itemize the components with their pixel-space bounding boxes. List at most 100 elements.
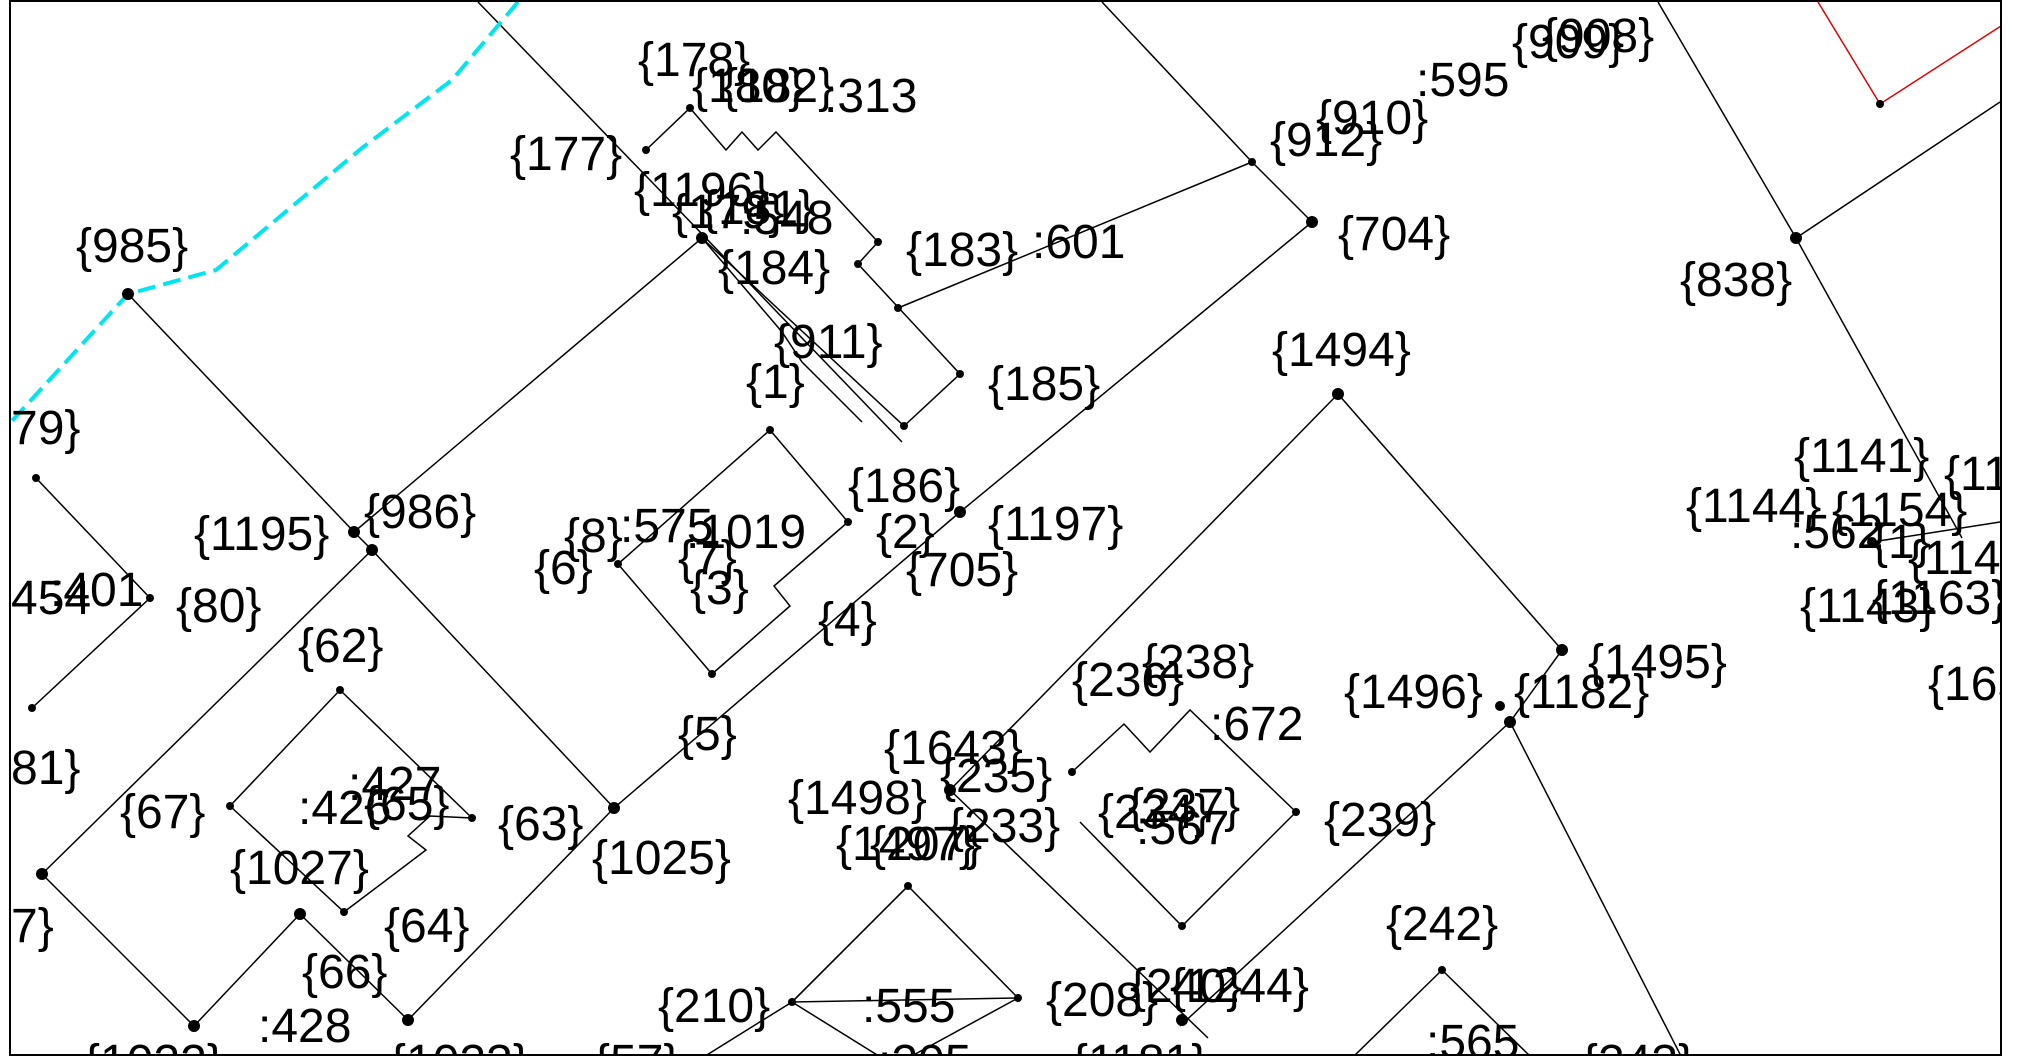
parcel-label: {233} bbox=[948, 800, 1060, 853]
parcel-label: {62} bbox=[298, 620, 383, 673]
survey-points bbox=[28, 100, 1884, 1032]
survey-point bbox=[1495, 701, 1505, 711]
survey-point bbox=[336, 686, 344, 694]
survey-point bbox=[146, 594, 154, 602]
parcel-label: {1163} bbox=[1872, 572, 2002, 625]
parcel-line bbox=[897, 161, 1253, 309]
survey-point bbox=[36, 868, 48, 880]
survey-point bbox=[1438, 966, 1446, 974]
parcel-label: 81} bbox=[11, 742, 80, 795]
survey-point bbox=[188, 1020, 200, 1032]
survey-point bbox=[904, 882, 912, 890]
survey-point bbox=[1867, 537, 1877, 547]
parcel-label: :575 bbox=[620, 500, 713, 553]
parcel-label: :595 bbox=[1416, 54, 1509, 107]
parcel-line bbox=[645, 106, 962, 428]
parcel-line bbox=[1509, 721, 1681, 1054]
parcel-line bbox=[1871, 521, 2000, 543]
survey-point bbox=[1176, 1014, 1188, 1026]
parcel-label: {239} bbox=[1324, 794, 1436, 847]
cadastral-map[interactable]: {178} {180} {182} :313 {908} {909} :595 … bbox=[11, 2, 2002, 1056]
parcel-label: :427 bbox=[348, 758, 441, 811]
parcel-label: 79} bbox=[11, 402, 80, 455]
parcel-label: {65} bbox=[364, 778, 449, 831]
parcel-label: {1027} bbox=[230, 842, 369, 895]
parcel-label: {185} bbox=[988, 358, 1100, 411]
parcel-label: {2} bbox=[876, 506, 935, 559]
survey-point bbox=[788, 998, 796, 1006]
survey-point bbox=[402, 1014, 414, 1026]
parcel-label: {64} bbox=[384, 900, 469, 953]
survey-point bbox=[348, 526, 360, 538]
parcel-label: {182} bbox=[722, 60, 834, 113]
survey-point bbox=[1504, 716, 1516, 728]
parcel-label: {57} bbox=[594, 1036, 679, 1056]
parcel-label: {1022} bbox=[84, 1036, 223, 1056]
survey-point bbox=[900, 422, 908, 430]
parcel-label: {207} bbox=[870, 818, 982, 871]
survey-point bbox=[294, 908, 306, 920]
parcel-label: :672 bbox=[1210, 698, 1303, 751]
survey-point bbox=[340, 908, 348, 916]
parcel-line bbox=[41, 549, 373, 875]
parcel-label: {1025} bbox=[592, 832, 731, 885]
parcel-label: {1195} bbox=[194, 508, 329, 561]
parcel-label: {986} bbox=[364, 486, 476, 539]
parcel-label: {186} bbox=[848, 460, 960, 513]
parcel-label: {705} bbox=[906, 544, 1018, 597]
parcel-label: {184} bbox=[718, 242, 830, 295]
survey-point bbox=[1332, 388, 1344, 400]
parcel-label: {11 bbox=[1944, 448, 2002, 501]
parcel-label: :1019 bbox=[686, 506, 806, 559]
survey-point bbox=[366, 544, 378, 556]
parcel-label: {5} bbox=[678, 708, 737, 761]
parcel-label: {243} bbox=[1582, 1036, 1694, 1056]
parcel-label: {1154} bbox=[1832, 484, 1967, 537]
parcel-label: {1643} bbox=[884, 722, 1023, 775]
parcel-label: {208} bbox=[1046, 974, 1158, 1027]
parcel-label: {1197} bbox=[988, 498, 1123, 551]
parcel-line bbox=[1441, 969, 1529, 1054]
survey-point bbox=[874, 238, 882, 246]
survey-point bbox=[226, 802, 234, 810]
parcel-label: {704} bbox=[1338, 208, 1450, 261]
parcel-label: {1182} bbox=[1514, 666, 1649, 719]
parcel-line bbox=[1179, 721, 1511, 1027]
parcel-label: {66} bbox=[302, 946, 387, 999]
survey-point bbox=[122, 288, 134, 300]
parcel-label: {235} bbox=[940, 750, 1052, 803]
survey-point bbox=[1178, 922, 1186, 930]
parcel-label: {4} bbox=[818, 594, 877, 647]
parcel-line bbox=[41, 873, 195, 1027]
parcel-label: :548 bbox=[740, 192, 833, 245]
parcel-label: {1143} bbox=[1800, 580, 1935, 633]
parcel-label: {1144} bbox=[1686, 480, 1821, 533]
parcel-label: {985} bbox=[76, 220, 188, 273]
parcel-label: {237} bbox=[1128, 780, 1240, 833]
parcel-label: {1495} bbox=[1588, 636, 1727, 689]
survey-point bbox=[1790, 232, 1802, 244]
parcel-line bbox=[1355, 969, 1443, 1054]
parcel-label: 7} bbox=[11, 900, 54, 953]
parcel-label: :401 bbox=[50, 564, 143, 617]
map-frame[interactable]: {178} {180} {182} :313 {908} {909} :595 … bbox=[9, 0, 2002, 1056]
survey-point bbox=[1068, 768, 1076, 776]
parcel-label: :562 bbox=[1790, 506, 1883, 559]
parcel-label: {7} bbox=[678, 532, 737, 585]
parcel-label: 454 bbox=[11, 572, 91, 625]
survey-point bbox=[1876, 100, 1884, 108]
parcel-label: {1141} bbox=[1794, 430, 1929, 483]
parcel-label: {240} bbox=[1130, 960, 1242, 1013]
parcel-label: {67} bbox=[120, 786, 205, 839]
red-boundary bbox=[1817, 2, 2000, 106]
parcel-line bbox=[1101, 2, 1313, 223]
survey-point bbox=[608, 802, 620, 814]
survey-point bbox=[894, 304, 902, 312]
parcel-label: {838} bbox=[1680, 254, 1792, 307]
parcel-label: :428 bbox=[258, 1000, 351, 1053]
survey-point bbox=[28, 704, 36, 712]
parcel-label: {1496} bbox=[1344, 666, 1483, 719]
parcel-line bbox=[701, 237, 863, 423]
survey-point bbox=[696, 232, 708, 244]
parcel-label: {1} bbox=[746, 356, 805, 409]
